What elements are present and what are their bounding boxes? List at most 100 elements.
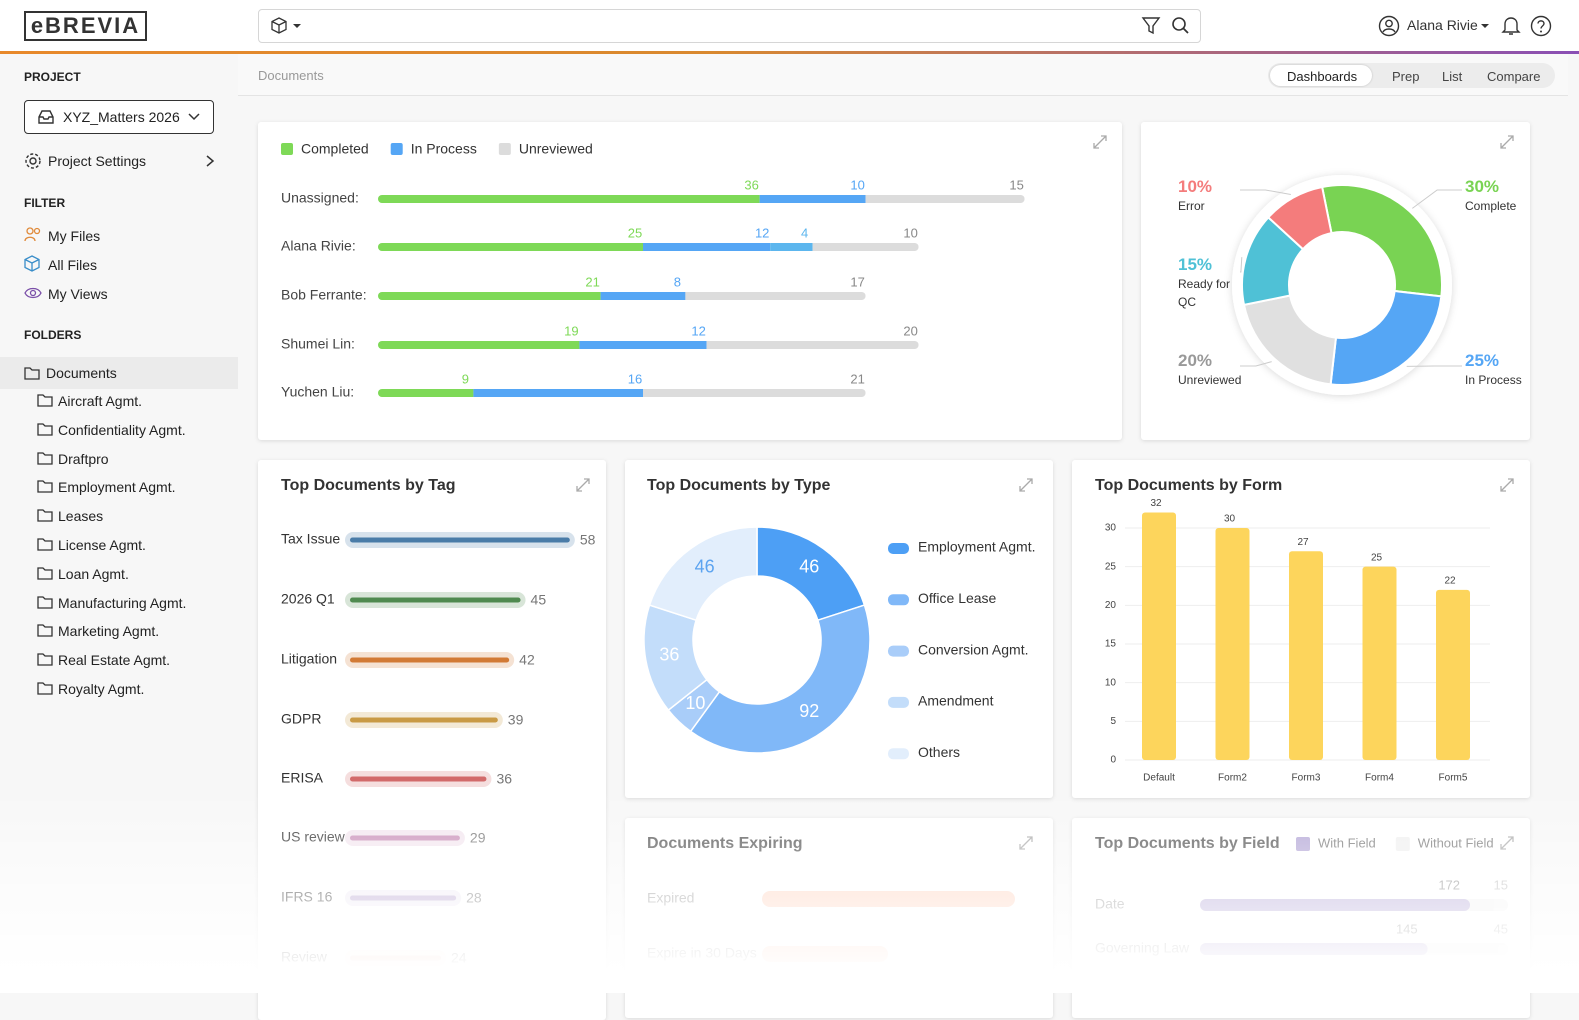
category-label: Tax Issue (281, 531, 340, 547)
filter-link[interactable]: My Views (48, 286, 108, 302)
value-label: 36 (659, 644, 679, 664)
legend-swatch (281, 143, 293, 155)
value-label: 10 (685, 693, 705, 713)
bar (1216, 528, 1250, 760)
y-tick-label: 5 (1110, 716, 1116, 727)
icon (37, 681, 53, 695)
y-tick-label: 25 (1105, 561, 1117, 572)
filter-icon (24, 255, 42, 273)
value-label: 145 (1396, 921, 1418, 936)
value-label: 21 (850, 371, 864, 386)
value-label: 58 (580, 532, 596, 548)
legend-label: In Process (411, 141, 477, 157)
category-label: 2026 Q1 (281, 591, 335, 607)
x-tick-label: Default (1143, 773, 1175, 784)
expiry-bar (762, 891, 1015, 907)
donut-name: Ready for QC (1178, 277, 1230, 309)
legend-label: Employment Agmt. (918, 539, 1036, 555)
filter-link[interactable]: My Files (48, 228, 100, 244)
value-label: 10 (903, 225, 917, 240)
value-label: 4 (801, 225, 808, 240)
donut-name: In Process (1465, 373, 1522, 387)
folder-icon (37, 537, 53, 551)
donut-label: 30%Complete (1465, 177, 1535, 215)
legend-label: Completed (301, 141, 369, 157)
bar-segment (643, 243, 770, 251)
bar (350, 718, 498, 723)
legend-label: Without Field (1418, 835, 1494, 850)
value-label: 45 (531, 592, 547, 608)
folder-icon (37, 595, 53, 609)
value-label: 9 (462, 371, 469, 386)
folder-icon (37, 422, 53, 436)
filter-link[interactable]: All Files (48, 257, 97, 273)
value-label: 12 (691, 323, 705, 338)
filter-icon (24, 284, 42, 302)
value-label: 46 (799, 557, 819, 577)
y-tick-label: 10 (1105, 677, 1117, 688)
panel-title: Top Documents by Field (1095, 835, 1280, 852)
expiry-bar (762, 946, 888, 962)
legend-swatch (391, 143, 403, 155)
folder-icon (37, 393, 53, 407)
page: PROJECT XYZ_Matters 2026 Project Setting… (0, 0, 1579, 993)
icon (37, 537, 53, 551)
donut-segment (691, 605, 870, 753)
legend-label: Unreviewed (519, 141, 593, 157)
icon (37, 652, 53, 666)
bar-segment (378, 195, 760, 203)
icon (37, 623, 53, 637)
folder-link: Manufacturing Agmt. (58, 595, 186, 611)
icon (24, 284, 42, 302)
bar-segment (770, 243, 812, 251)
category-label: IFRS 16 (281, 889, 333, 905)
value-label: 12 (755, 225, 769, 240)
value-label: 30 (1224, 514, 1236, 525)
expand-icon (577, 479, 589, 491)
category-label: GDPR (281, 711, 321, 727)
bar-segment (473, 389, 643, 397)
value-label: 39 (508, 712, 524, 728)
bar-segment (643, 389, 866, 397)
bar-segment (601, 292, 686, 300)
donut-label: 10%Error (1178, 177, 1248, 215)
donut-percent: 25% (1465, 351, 1535, 371)
value-label: 28 (466, 890, 482, 906)
value-label: 172 (1438, 877, 1460, 892)
donut-name: Error (1178, 199, 1205, 213)
folder-link: Royalty Agmt. (58, 681, 144, 697)
bar-segment (579, 341, 706, 349)
bar (350, 598, 521, 603)
value-label: 19 (564, 323, 578, 338)
legend-label: Amendment (918, 693, 994, 709)
value-label: 25 (628, 225, 642, 240)
legend-swatch (888, 748, 909, 759)
folder-icon (37, 681, 53, 695)
bar (350, 538, 570, 543)
leader-line (1412, 190, 1462, 208)
value-label: 92 (799, 701, 819, 721)
bar (350, 956, 441, 961)
legend-swatch (1296, 837, 1310, 851)
folder-link: Employment Agmt. (58, 479, 176, 495)
category-label: Governing Law (1095, 940, 1190, 956)
value-label: 17 (850, 274, 864, 289)
category-label: US review (281, 829, 346, 845)
panel-title: Top Documents by Tag (281, 477, 456, 494)
folder-link: Aircraft Agmt. (58, 393, 142, 409)
bar-segment (707, 341, 919, 349)
value-label: 25 (1371, 552, 1383, 563)
bar (350, 836, 460, 841)
legend-swatch (499, 143, 511, 155)
folder-link: Marketing Agmt. (58, 623, 159, 639)
donut-label: 25% In Process (1465, 351, 1535, 389)
bar (350, 658, 509, 663)
expand-icon (1501, 837, 1513, 849)
value-label: 22 (1444, 576, 1456, 587)
x-tick-label: Form5 (1439, 773, 1468, 784)
bar (1142, 513, 1176, 760)
folder-link: Confidentiality Agmt. (58, 422, 186, 438)
donut-label: 20%Unreviewed (1178, 351, 1248, 389)
bar-segment (378, 292, 601, 300)
